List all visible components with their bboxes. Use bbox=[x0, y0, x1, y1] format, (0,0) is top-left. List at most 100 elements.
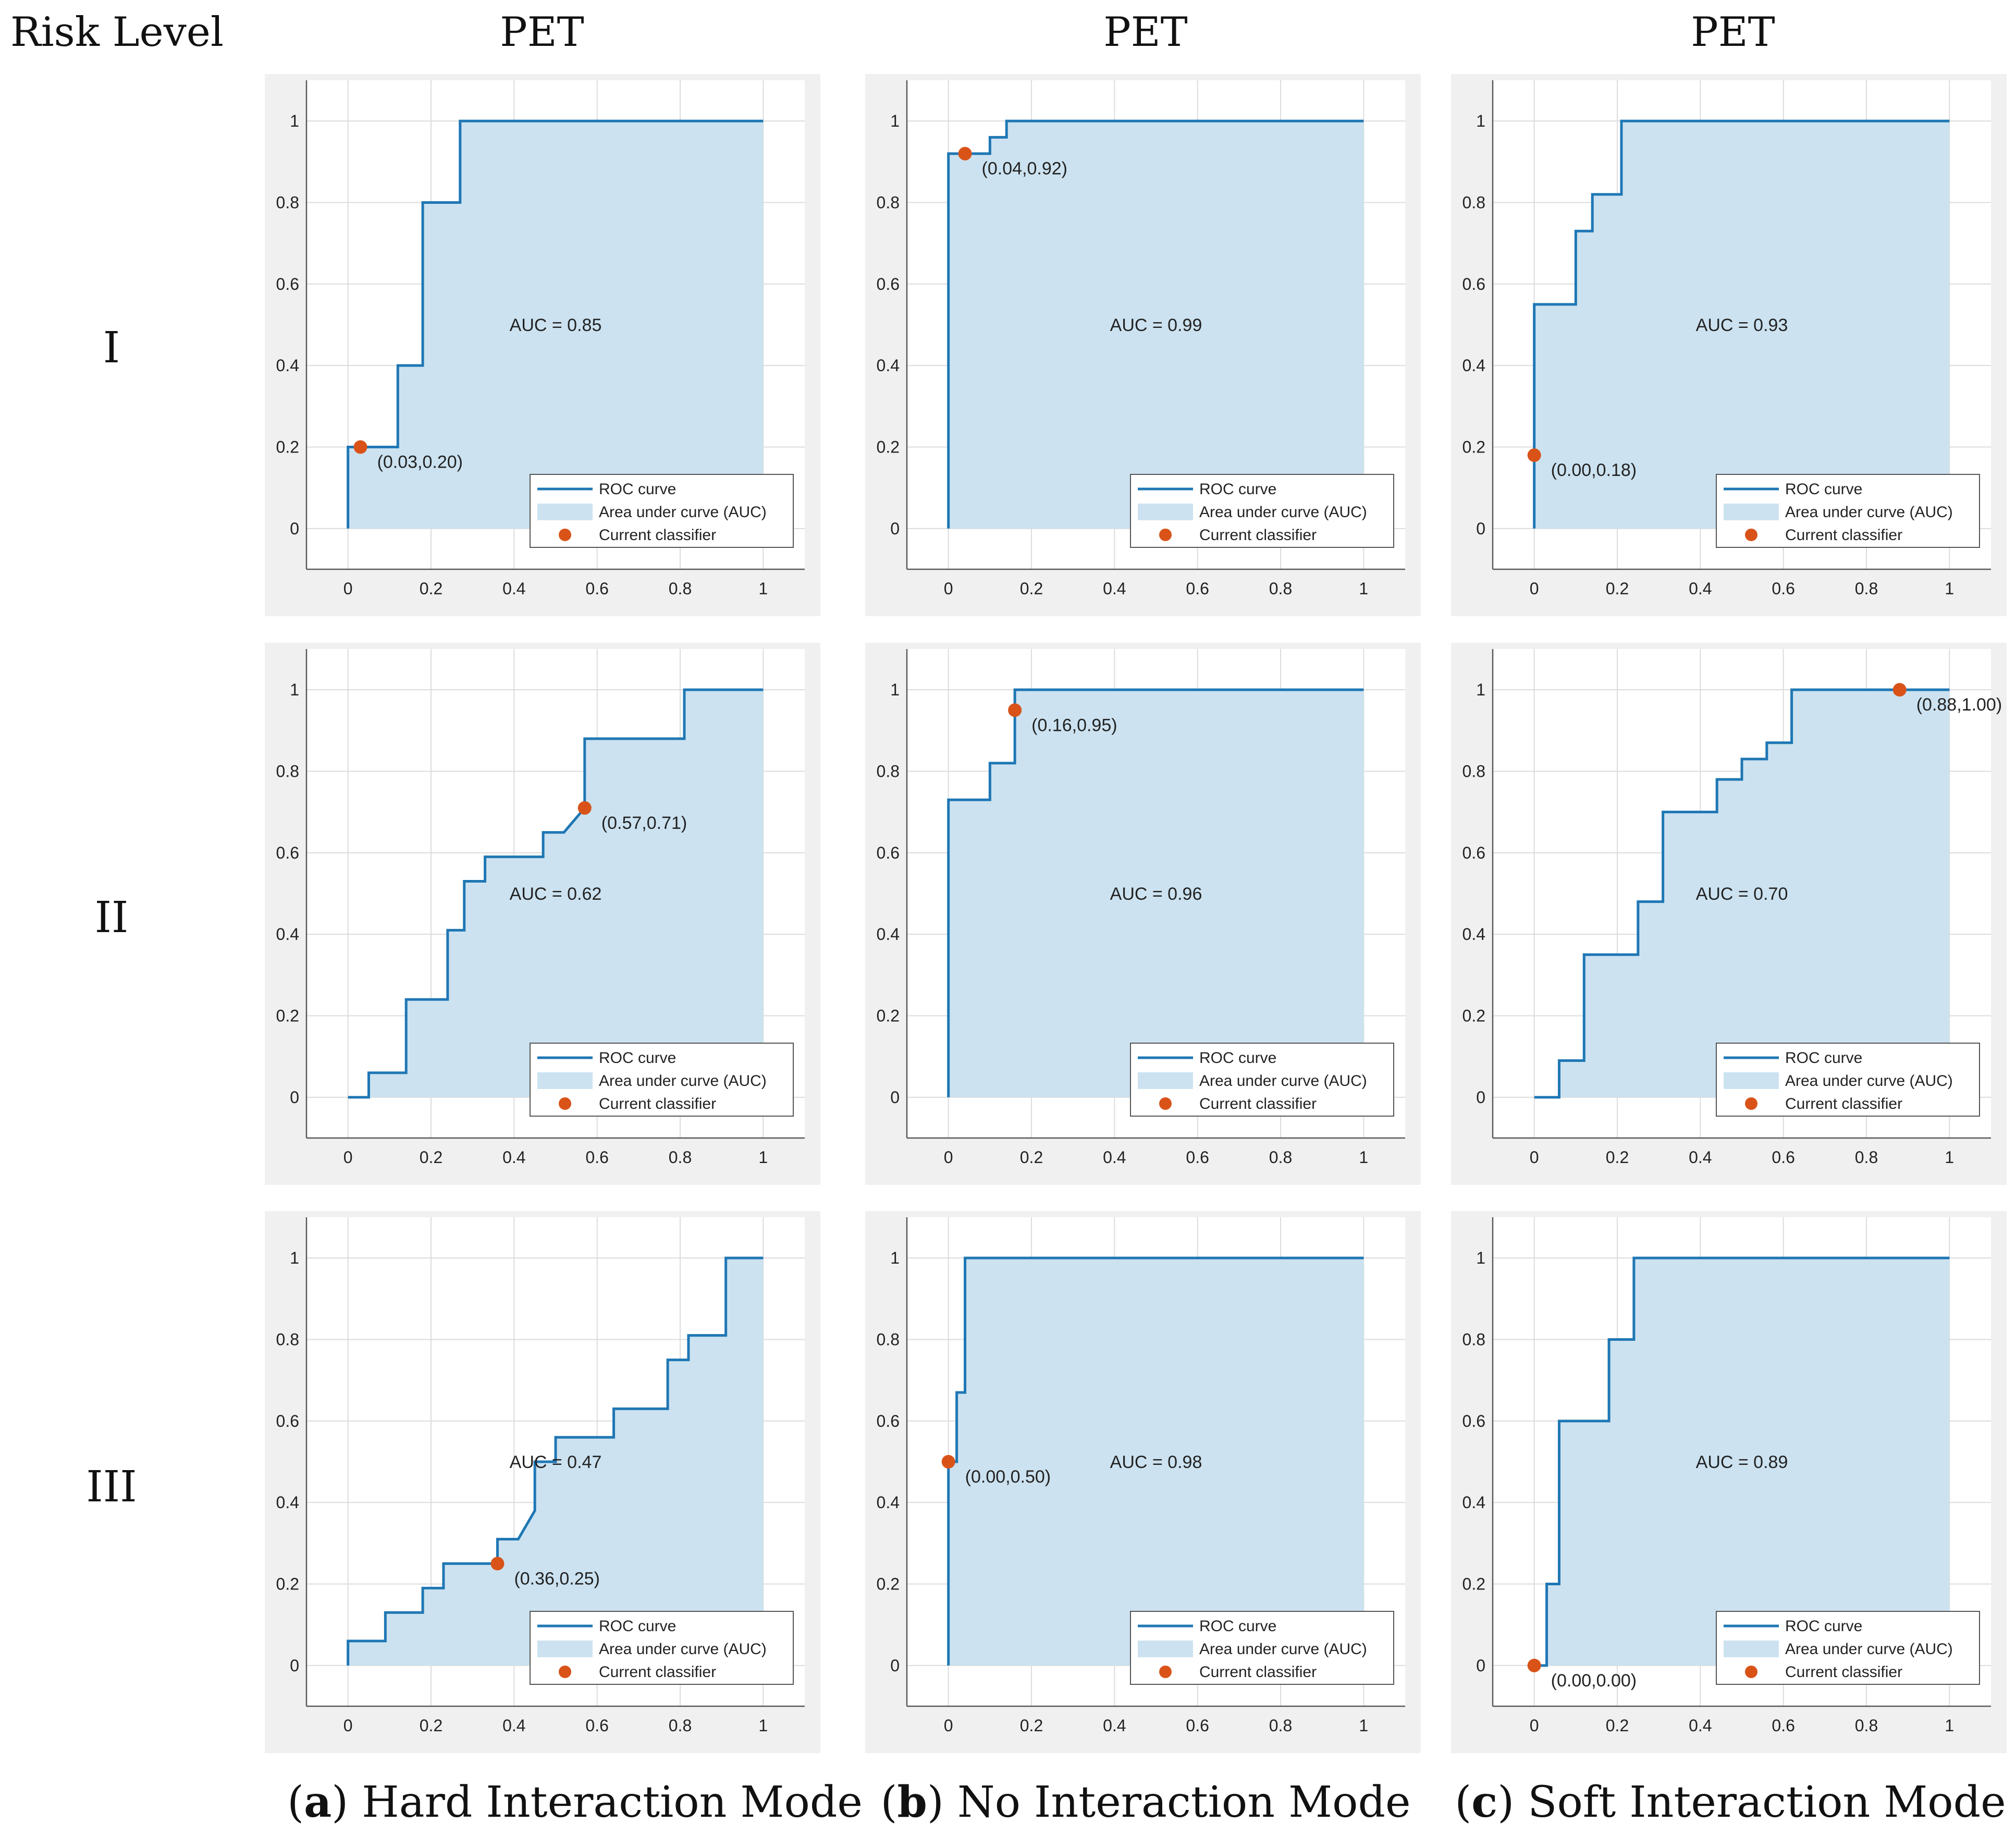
x-tick-label: 0.8 bbox=[669, 1148, 692, 1167]
y-tick-label: 0.6 bbox=[1462, 1412, 1485, 1430]
caption-text-c: Soft Interaction Mode bbox=[1514, 1778, 2006, 1827]
y-tick-label: 0.2 bbox=[877, 438, 900, 457]
auc-area bbox=[948, 1258, 1364, 1666]
x-tick-label: 0.8 bbox=[1855, 1716, 1878, 1735]
roc-panel-2: 0 0.2 0.4 0.6 0.8 1 0 0.2 0.4 0.6 0.8 1 AUC = 0.99 (0… bbox=[865, 74, 1421, 616]
legend-label-auc: Area under curve (AUC) bbox=[1199, 504, 1367, 521]
legend: ROC curve Area under curve (AUC) Current c… bbox=[530, 474, 794, 548]
current-classifier-point bbox=[353, 440, 367, 454]
x-tick-label: 0 bbox=[944, 1148, 953, 1167]
roc-panel-6: 0 0.2 0.4 0.6 0.8 1 0 0.2 0.4 0.6 0.8 1 AUC = 0.70 (0… bbox=[1451, 643, 2007, 1185]
y-tick-label: 0.6 bbox=[1462, 275, 1485, 293]
y-tick-label: 0.8 bbox=[877, 762, 900, 781]
y-tick-label: 0.4 bbox=[1462, 925, 1485, 944]
legend-label-classifier: Current classifier bbox=[1199, 1663, 1317, 1681]
roc-curve-line bbox=[947, 688, 1364, 1097]
legend-swatch-classifier bbox=[1745, 529, 1757, 541]
x-tick-label: 0.6 bbox=[1772, 1716, 1794, 1735]
legend-label-classifier: Current classifier bbox=[599, 527, 716, 544]
x-tick-label: 0 bbox=[944, 1716, 953, 1735]
x-tick-label: 0.2 bbox=[420, 579, 442, 598]
y-tick-label: 0.4 bbox=[1462, 356, 1485, 375]
y-tick-label: 0.6 bbox=[276, 275, 299, 293]
legend-swatch-auc bbox=[1138, 1072, 1193, 1089]
y-tick-label: 0 bbox=[1476, 519, 1485, 538]
legend: ROC curve Area under curve (AUC) Current c… bbox=[530, 1043, 794, 1117]
caption-no-interaction: (b) No Interaction Mode bbox=[880, 1777, 1410, 1827]
y-tick-label: 1 bbox=[890, 112, 900, 130]
x-tick-label: 0.4 bbox=[1689, 1148, 1712, 1167]
current-classifier-point bbox=[1892, 683, 1907, 697]
x-tick-label: 0 bbox=[1530, 579, 1539, 598]
x-tick-label: 0.6 bbox=[1772, 579, 1794, 598]
x-tick-label: 1 bbox=[1359, 1716, 1368, 1735]
roc-curve-line bbox=[347, 1256, 764, 1666]
x-tick-label: 0.6 bbox=[1186, 1716, 1209, 1735]
y-tick-label: 0.8 bbox=[1462, 1330, 1485, 1349]
legend-label-auc: Area under curve (AUC) bbox=[1785, 504, 1953, 521]
x-tick-label: 0.8 bbox=[1269, 1716, 1292, 1735]
legend-label-roc: ROC curve bbox=[1199, 1618, 1276, 1635]
x-tick-label: 0 bbox=[944, 579, 953, 598]
caption-text-a: Hard Interaction Mode bbox=[348, 1778, 863, 1827]
classifier-point-label: (0.04,0.92) bbox=[982, 159, 1067, 179]
x-tick-label: 0.4 bbox=[1103, 1716, 1126, 1735]
legend-label-roc: ROC curve bbox=[599, 1618, 676, 1635]
x-tick-label: 0.2 bbox=[420, 1716, 442, 1735]
y-tick-label: 0.4 bbox=[877, 1493, 900, 1512]
auc-area bbox=[1534, 690, 1950, 1097]
legend-label-roc: ROC curve bbox=[1199, 1049, 1276, 1067]
x-tick-label: 0.6 bbox=[1772, 1148, 1794, 1167]
classifier-point-label: (0.16,0.95) bbox=[1031, 715, 1117, 735]
legend: ROC curve Area under curve (AUC) Current c… bbox=[530, 1611, 794, 1685]
column-title-soft: PET bbox=[1691, 9, 1775, 56]
roc-panels: 0 0.2 0.4 0.6 0.8 1 0 0.2 0.4 0.6 0.8 1 AUC = 0.85 (0… bbox=[265, 74, 2007, 1753]
current-classifier-point bbox=[1527, 1658, 1541, 1672]
auc-area bbox=[1534, 121, 1950, 529]
roc-panel-5: 0 0.2 0.4 0.6 0.8 1 0 0.2 0.4 0.6 0.8 1 AUC = 0.96 (0… bbox=[865, 643, 1421, 1185]
x-tick-label: 0.6 bbox=[1186, 579, 1209, 598]
classifier-point-label: (0.00,0.50) bbox=[965, 1467, 1051, 1487]
legend-label-classifier: Current classifier bbox=[599, 1663, 716, 1681]
legend: ROC curve Area under curve (AUC) Current c… bbox=[1130, 1043, 1394, 1117]
x-tick-label: 0 bbox=[343, 1716, 353, 1735]
auc-area bbox=[948, 690, 1364, 1097]
x-tick-label: 1 bbox=[1945, 1148, 1954, 1167]
y-tick-label: 0 bbox=[1476, 1656, 1485, 1675]
roc-curve-line bbox=[348, 688, 764, 1099]
y-tick-label: 0.6 bbox=[1462, 843, 1485, 862]
x-tick-label: 0.8 bbox=[1269, 579, 1292, 598]
caption-text-b: No Interaction Mode bbox=[944, 1778, 1411, 1827]
current-classifier-point bbox=[577, 801, 592, 815]
legend-swatch-auc bbox=[537, 1072, 593, 1089]
x-tick-label: 1 bbox=[758, 1148, 768, 1167]
y-tick-label: 0 bbox=[290, 519, 299, 538]
row-label-risk-1: I bbox=[103, 323, 120, 373]
classifier-point-label: (0.36,0.25) bbox=[514, 1569, 599, 1588]
legend-label-roc: ROC curve bbox=[1199, 481, 1276, 498]
x-tick-label: 0.8 bbox=[1855, 1148, 1878, 1167]
auc-value-label: AUC = 0.99 bbox=[1110, 315, 1202, 335]
x-tick-label: 0.4 bbox=[1103, 579, 1126, 598]
y-tick-label: 1 bbox=[1476, 680, 1485, 699]
x-tick-label: 0.2 bbox=[1020, 1716, 1043, 1735]
x-tick-label: 0.2 bbox=[1020, 1148, 1043, 1167]
y-tick-label: 0.2 bbox=[1462, 438, 1485, 457]
current-classifier-point bbox=[1527, 448, 1541, 462]
y-tick-label: 0.8 bbox=[1462, 762, 1485, 781]
auc-area bbox=[348, 690, 764, 1097]
x-tick-label: 1 bbox=[1359, 1148, 1368, 1167]
roc-panel-7: 0 0.2 0.4 0.6 0.8 1 0 0.2 0.4 0.6 0.8 1 AUC = 0.47 (0… bbox=[265, 1211, 820, 1753]
y-tick-label: 0 bbox=[890, 1088, 900, 1107]
x-tick-label: 0.6 bbox=[1186, 1148, 1209, 1167]
y-tick-label: 0 bbox=[290, 1088, 299, 1107]
current-classifier-point bbox=[941, 1455, 955, 1469]
auc-area bbox=[1534, 1258, 1950, 1666]
legend-label-roc: ROC curve bbox=[599, 1049, 676, 1067]
roc-curve-line bbox=[947, 119, 1364, 529]
x-tick-label: 0.2 bbox=[1606, 1716, 1629, 1735]
legend-swatch-classifier bbox=[1745, 1666, 1757, 1678]
y-tick-label: 1 bbox=[290, 1249, 299, 1267]
legend-label-classifier: Current classifier bbox=[1785, 1663, 1902, 1681]
